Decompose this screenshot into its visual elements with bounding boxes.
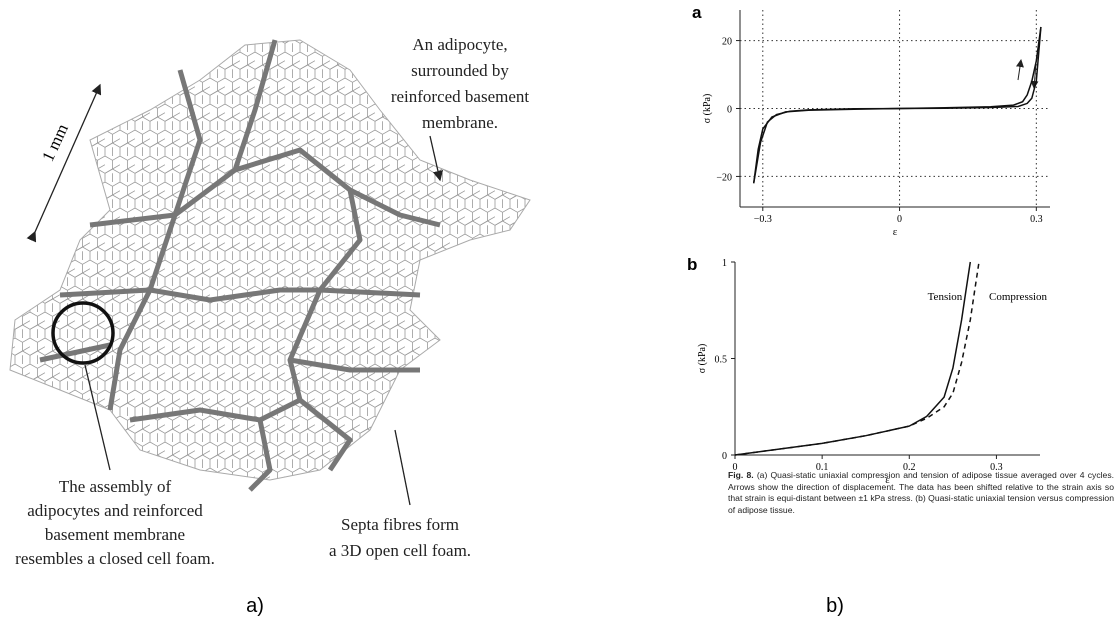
highlight-circle xyxy=(51,301,115,365)
data-line xyxy=(752,26,1042,184)
caption-text: (a) Quasi-static uniaxial compression an… xyxy=(728,470,1115,515)
annotation: adipocytes and reinforced xyxy=(27,501,203,520)
series-label: Tension xyxy=(928,291,963,303)
x-tick-label: 0.3 xyxy=(1030,214,1043,225)
panel-label: a xyxy=(692,3,702,22)
pointer xyxy=(84,364,111,471)
panel-label: b xyxy=(687,255,697,274)
annotation: a 3D open cell foam. xyxy=(329,541,471,560)
pointer xyxy=(429,135,444,182)
x-tick-label: 0 xyxy=(733,462,738,473)
data-line xyxy=(752,26,1042,184)
annotation: The assembly of xyxy=(59,477,172,496)
x-tick-label: 0.2 xyxy=(903,462,916,473)
data-line xyxy=(734,261,980,456)
x-tick-label: 0 xyxy=(897,214,902,225)
x-axis-label: ε xyxy=(893,226,898,238)
y-tick-label: 1 xyxy=(722,258,727,269)
scale-arrow xyxy=(26,83,102,243)
annotation: Septa fibres form xyxy=(341,515,459,534)
panel-label: a) xyxy=(246,595,264,617)
annotation: resembles a closed cell foam. xyxy=(15,549,215,568)
y-tick-label: 0.5 xyxy=(715,355,728,366)
y-tick-label: −20 xyxy=(716,172,732,183)
y-axis-label: σ (kPa) xyxy=(697,344,708,374)
direction-arrow xyxy=(1016,59,1024,81)
y-axis-label: σ (kPa) xyxy=(702,94,713,124)
septa-fibres xyxy=(39,39,441,492)
caption: Fig. 8. (a) Quasi-static uniaxial compre… xyxy=(728,470,1114,516)
panel-label: b) xyxy=(826,595,844,617)
diagram: 1 mm An adipocyte, surrounded by reinfor… xyxy=(9,35,531,617)
annotation: surrounded by xyxy=(411,61,509,80)
series-label: Compression xyxy=(989,291,1048,303)
y-tick-label: 20 xyxy=(722,37,732,48)
annotation: membrane. xyxy=(422,113,498,132)
caption-label: Fig. 8. xyxy=(728,470,754,480)
annotation: An adipocyte, xyxy=(412,35,507,54)
x-tick-label: −0.3 xyxy=(754,214,772,225)
scale-label: 1 mm xyxy=(38,121,72,165)
x-axis-label: ε xyxy=(885,474,890,486)
x-tick-label: 0.3 xyxy=(990,462,1003,473)
y-tick-label: 0 xyxy=(727,105,732,116)
annotation: basement membrane xyxy=(45,525,185,544)
annotation: reinforced basement xyxy=(391,87,530,106)
y-tick-label: 0 xyxy=(722,451,727,462)
pointer xyxy=(394,429,411,506)
x-tick-label: 0.1 xyxy=(816,462,829,473)
